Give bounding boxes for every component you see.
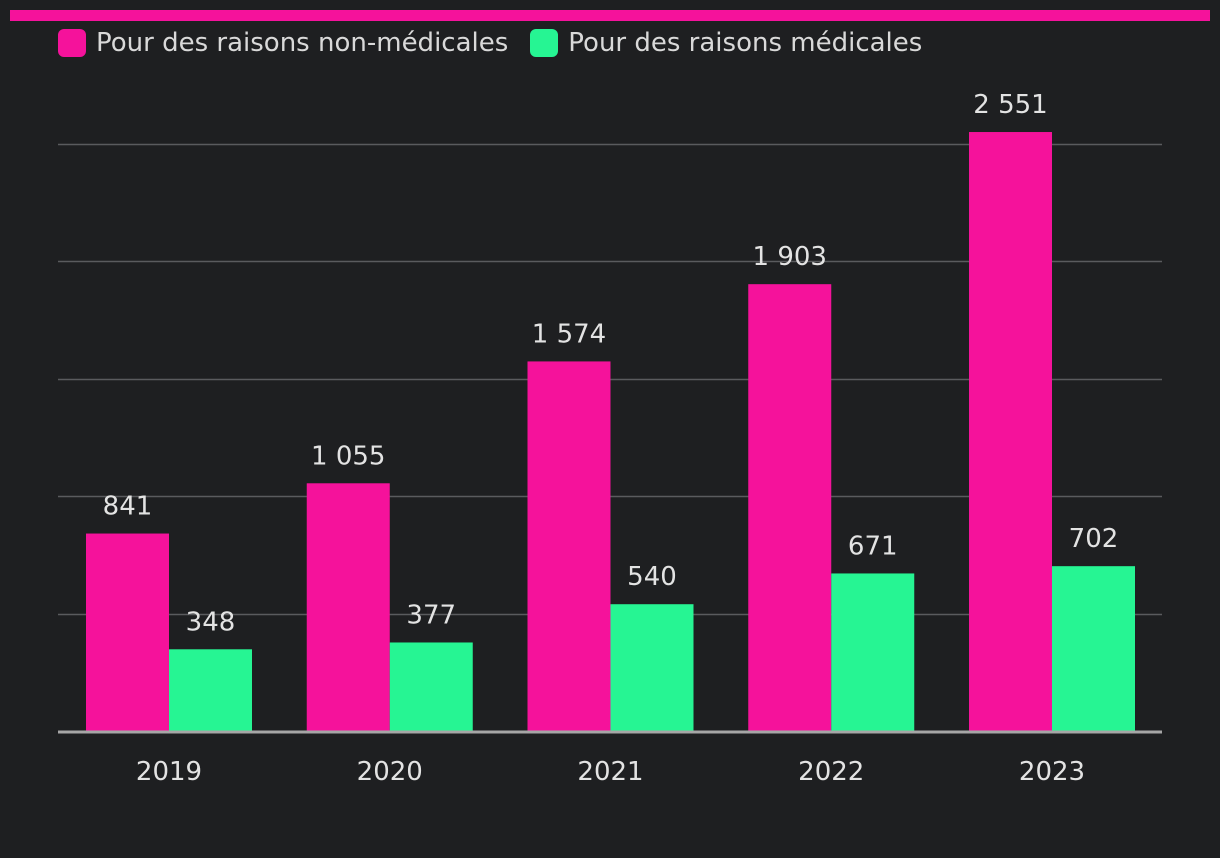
data-label: 841 xyxy=(103,492,153,522)
legend-label-medical: Pour des raisons médicales xyxy=(568,28,923,58)
bar-non-medical xyxy=(969,132,1052,731)
legend-swatch-medical xyxy=(530,29,559,57)
data-label: 671 xyxy=(848,531,898,561)
x-tick-label: 2021 xyxy=(577,757,643,787)
data-label: 540 xyxy=(627,562,677,592)
bar-non-medical xyxy=(86,533,169,731)
data-label: 1 574 xyxy=(532,319,606,349)
bar-medical xyxy=(169,649,252,731)
data-label: 377 xyxy=(406,600,456,630)
bar-non-medical xyxy=(527,361,611,731)
top-accent-bar xyxy=(10,10,1210,21)
bar-non-medical xyxy=(748,284,832,731)
legend-label-non-medical: Pour des raisons non-médicales xyxy=(96,28,509,58)
bar-medical xyxy=(389,642,473,731)
x-tick-label: 2019 xyxy=(136,757,202,787)
x-tick-label: 2022 xyxy=(798,757,864,787)
data-label: 702 xyxy=(1069,524,1119,554)
legend: Pour des raisons non-médicales Pour des … xyxy=(58,28,922,58)
legend-item-medical[interactable]: Pour des raisons médicales xyxy=(530,28,922,58)
data-label: 1 903 xyxy=(753,242,827,272)
bar-medical xyxy=(610,604,694,731)
data-label: 1 055 xyxy=(311,441,385,471)
bar-medical xyxy=(1052,566,1135,731)
bar-medical xyxy=(831,573,915,731)
data-label: 348 xyxy=(186,607,236,637)
legend-swatch-non-medical xyxy=(58,29,86,57)
legend-item-non-medical[interactable]: Pour des raisons non-médicales xyxy=(58,28,508,58)
bar-non-medical xyxy=(306,483,390,731)
data-label: 2 551 xyxy=(973,90,1047,120)
x-tick-label: 2020 xyxy=(357,757,423,787)
x-tick-label: 2023 xyxy=(1019,757,1085,787)
